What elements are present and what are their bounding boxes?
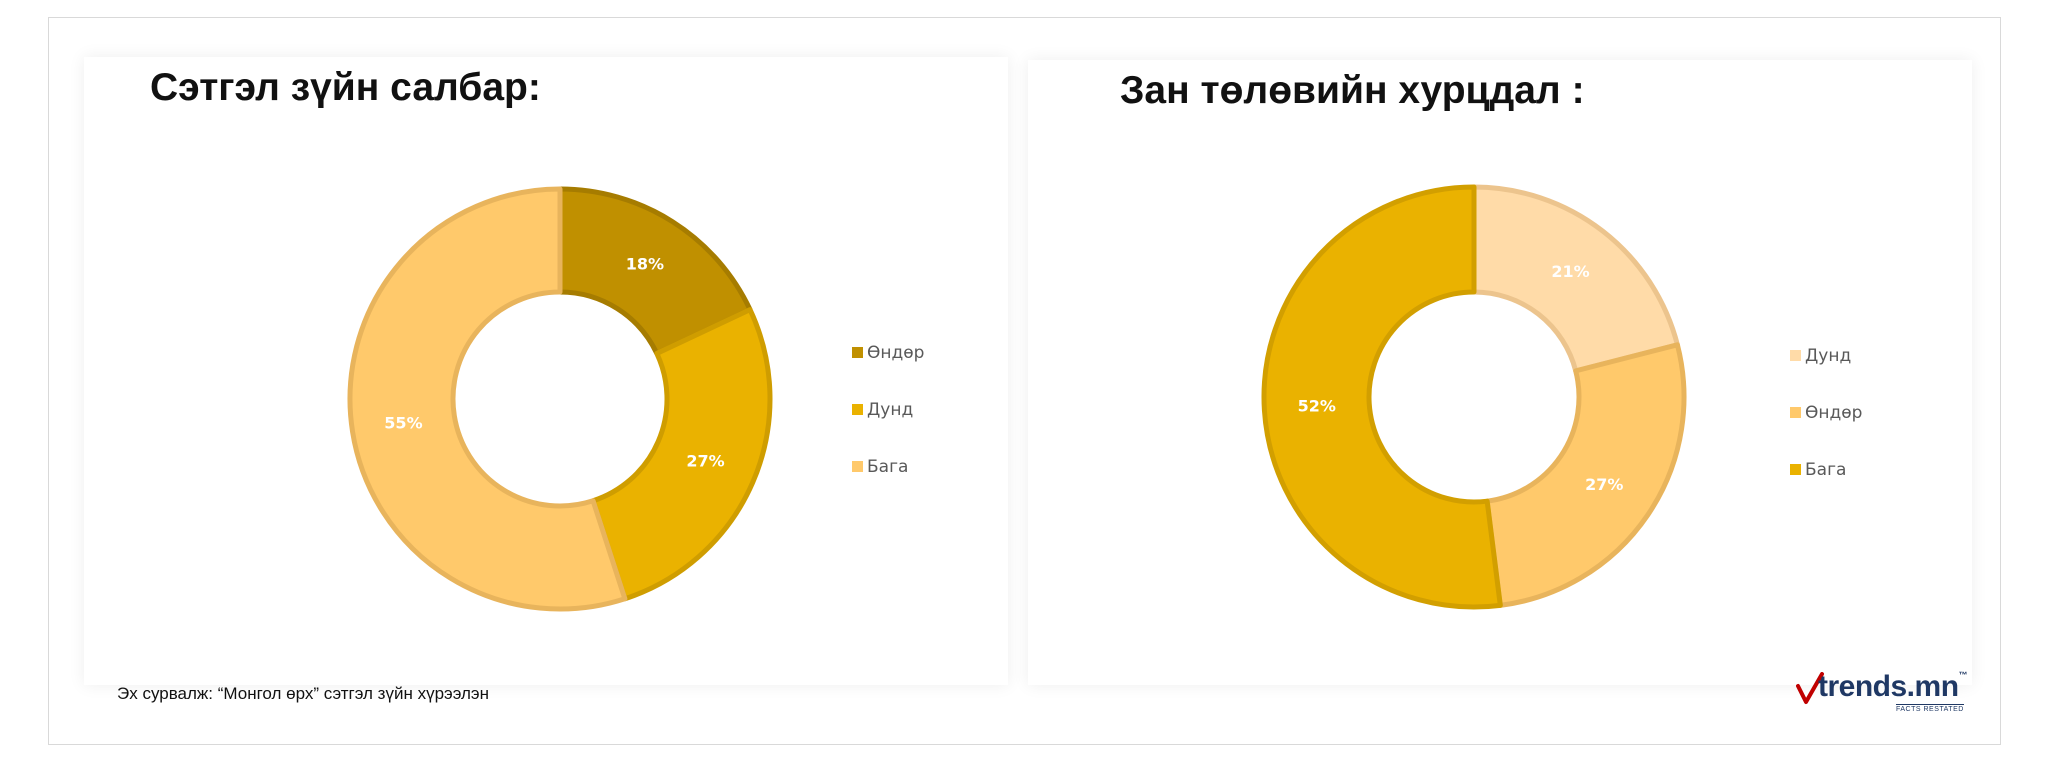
chart1-slice-1-label: 27% xyxy=(1585,475,1623,494)
chart-title-psychological: Сэтгэл зүйн салбар: xyxy=(150,66,541,109)
trends-logo: trends.mn™ FACTS RESTATED xyxy=(1796,670,1968,714)
checkmark-icon xyxy=(1796,672,1824,704)
chart0-slice-1-label: 27% xyxy=(686,451,724,470)
chart1-slice-1 xyxy=(1484,342,1687,608)
chart1-legend-label-0: Дунд xyxy=(1805,346,1851,366)
chart0-slice-2-label: 55% xyxy=(384,413,422,432)
chart1-slice-2-label: 52% xyxy=(1298,396,1336,415)
logo-wordmark: trends.mn™ xyxy=(1818,670,1968,703)
chart0-slice-1 xyxy=(590,307,773,602)
chart1-legend-swatch-0 xyxy=(1790,350,1801,361)
source-note: Эх сурвалж: “Монгол өрх” сэтгэл зүйн хүр… xyxy=(117,684,489,703)
chart1-slice-0 xyxy=(1471,184,1680,374)
chart1-legend-swatch-1 xyxy=(1790,407,1801,418)
chart1-legend-label-1: Өндөр xyxy=(1805,403,1862,423)
chart-title-temperament: Зан төлөвийн хурцдал : xyxy=(1120,69,1585,112)
chart0-legend-swatch-1 xyxy=(852,404,863,415)
chart1-slice-2 xyxy=(1261,184,1503,610)
slide-frame xyxy=(48,17,2001,745)
chart0-slice-2 xyxy=(347,186,628,612)
chart1-legend-swatch-2 xyxy=(1790,464,1801,475)
chart0-legend-label-1: Дунд xyxy=(867,400,913,420)
chart0-legend-label-0: Өндөр xyxy=(867,343,924,363)
chart1-legend-label-2: Бага xyxy=(1805,460,1846,480)
chart1-slice-0-label: 21% xyxy=(1551,262,1589,281)
chart0-slice-0-label: 18% xyxy=(626,255,664,274)
chart0-legend-label-2: Бага xyxy=(867,457,908,477)
chart0-slice-0 xyxy=(557,186,753,356)
chart0-legend-swatch-0 xyxy=(852,347,863,358)
chart0-legend-swatch-2 xyxy=(852,461,863,472)
logo-tagline: FACTS RESTATED xyxy=(1896,704,1964,713)
